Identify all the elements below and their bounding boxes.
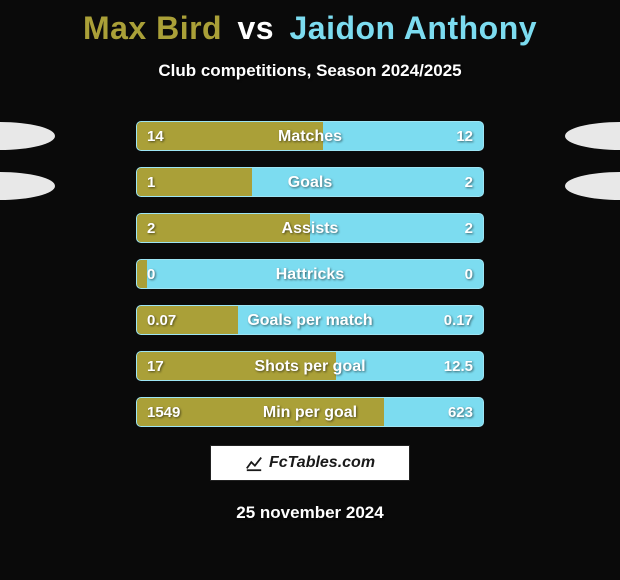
stat-bar-left-fill — [137, 306, 238, 334]
branding-box: FcTables.com — [210, 445, 410, 481]
player2-badges — [510, 122, 620, 222]
stat-label: Hattricks — [137, 260, 483, 288]
stat-bar: 14Matches12 — [136, 121, 484, 151]
badge-ellipse — [565, 172, 620, 200]
stat-bar-left-fill — [137, 168, 252, 196]
stat-bar-left-fill — [137, 398, 384, 426]
date-label: 25 november 2024 — [0, 503, 620, 523]
stat-bar-left-fill — [137, 214, 310, 242]
stat-value-right: 0.17 — [444, 306, 473, 334]
stat-value-right: 2 — [465, 168, 473, 196]
stat-value-right: 12 — [456, 122, 473, 150]
player1-badges — [0, 122, 110, 222]
badge-ellipse — [0, 172, 55, 200]
stat-value-right: 2 — [465, 214, 473, 242]
stat-value-right: 623 — [448, 398, 473, 426]
stat-bar: 1549Min per goal623 — [136, 397, 484, 427]
stat-bar: 17Shots per goal12.5 — [136, 351, 484, 381]
stat-bar: 1Goals2 — [136, 167, 484, 197]
stat-bar-left-fill — [137, 122, 323, 150]
stat-value-right: 0 — [465, 260, 473, 288]
stat-bar-left-fill — [137, 352, 336, 380]
player2-name: Jaidon Anthony — [289, 10, 537, 46]
comparison-title: Max Bird vs Jaidon Anthony — [0, 0, 620, 47]
player1-name: Max Bird — [83, 10, 222, 46]
chart-line-icon — [245, 454, 263, 472]
competition-subtitle: Club competitions, Season 2024/2025 — [0, 61, 620, 81]
stat-bar-left-fill — [137, 260, 147, 288]
stat-bar: 0.07Goals per match0.17 — [136, 305, 484, 335]
badge-ellipse — [0, 122, 55, 150]
stats-bars: 14Matches12 1Goals2 2Assists2 0Hattricks0 0.… — [136, 121, 484, 427]
stat-bar: 0Hattricks0 — [136, 259, 484, 289]
stat-value-right: 12.5 — [444, 352, 473, 380]
branding-text: FcTables.com — [269, 454, 375, 472]
badge-ellipse — [565, 122, 620, 150]
stat-bar: 2Assists2 — [136, 213, 484, 243]
vs-label: vs — [237, 10, 274, 46]
stat-value-left: 0 — [147, 260, 155, 288]
